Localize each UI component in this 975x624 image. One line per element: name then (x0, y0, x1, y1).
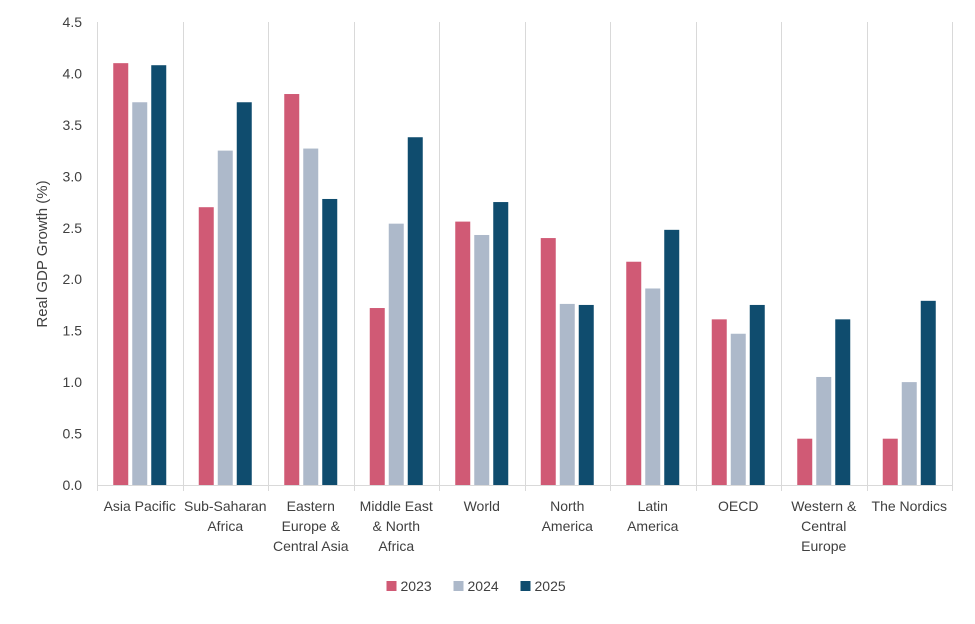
x-category-label: Middle East (360, 498, 433, 514)
bar-2023-2 (284, 94, 300, 486)
x-category-label: Central (801, 518, 846, 534)
bar-2025-9 (920, 300, 936, 485)
bar-2025-7 (749, 304, 765, 485)
y-tick-label: 3.0 (63, 168, 83, 184)
bar-2023-9 (882, 438, 898, 485)
y-tick-label: 4.0 (63, 65, 83, 81)
y-tick-label: 0.0 (63, 477, 83, 493)
bar-2025-3 (407, 137, 423, 486)
bar-2024-7 (730, 333, 746, 485)
x-axis: Asia Pacific Sub-Saharan Africa Eastern Euro… (104, 498, 947, 554)
legend-label-2025: 2025 (535, 578, 566, 594)
legend-swatch-2023 (386, 581, 397, 591)
bar-2025-4 (493, 202, 509, 486)
x-category-label: Central Asia (273, 538, 349, 554)
x-category-label: & North (373, 518, 420, 534)
y-tick-label: 4.5 (63, 14, 83, 30)
bar-2024-4 (474, 234, 490, 485)
bar-2023-1 (198, 207, 214, 485)
bar-2023-3 (369, 308, 385, 485)
y-tick-label: 3.5 (63, 117, 83, 133)
legend-label-2023: 2023 (401, 578, 432, 594)
bar-2024-0 (132, 102, 148, 486)
y-axis-title: Real GDP Growth (%) (34, 180, 51, 327)
y-tick-label: 2.5 (63, 220, 83, 236)
x-category-label: Sub-Saharan (184, 498, 267, 514)
bar-2025-6 (664, 229, 680, 485)
legend-swatch-2025 (520, 581, 531, 591)
bar-2024-6 (645, 288, 661, 485)
x-category-label: Europe & (282, 518, 341, 534)
bar-2025-8 (835, 319, 851, 485)
bar-2023-8 (797, 438, 813, 485)
bars-layer (113, 63, 936, 486)
bar-2023-6 (626, 261, 642, 485)
x-category-label: The Nordics (872, 498, 947, 514)
x-category-label: Latin (638, 498, 668, 514)
bar-2025-1 (236, 102, 252, 486)
y-tick-label: 2.0 (63, 271, 83, 287)
bar-2023-5 (540, 238, 556, 485)
x-category-label: America (627, 518, 679, 534)
bar-2023-4 (455, 221, 471, 486)
bar-2024-8 (816, 376, 832, 485)
y-axis: 0.0 0.5 1.0 1.5 2.0 2.5 3.0 3.5 4.0 4.5 (63, 14, 83, 493)
grid-layer (97, 22, 953, 491)
y-tick-label: 1.5 (63, 323, 83, 339)
bar-2024-3 (388, 223, 404, 485)
legend-label-2024: 2024 (468, 578, 499, 594)
x-category-label: America (542, 518, 594, 534)
y-tick-label: 0.5 (63, 426, 83, 442)
legend: 2023 2024 2025 (386, 578, 566, 594)
bar-2024-9 (901, 382, 917, 485)
x-category-label: Africa (207, 518, 243, 534)
bar-2024-1 (217, 150, 233, 485)
bar-2024-2 (303, 148, 319, 485)
x-category-label: Western & (791, 498, 857, 514)
x-category-label: OECD (718, 498, 758, 514)
x-category-label: North (550, 498, 584, 514)
bar-2025-2 (322, 198, 338, 486)
x-category-label: Africa (378, 538, 414, 554)
x-category-label: World (464, 498, 500, 514)
bar-2024-5 (559, 303, 575, 485)
bar-2025-0 (151, 65, 167, 486)
legend-swatch-2024 (453, 581, 464, 591)
x-category-label: Eastern (287, 498, 335, 514)
bar-2025-5 (578, 304, 594, 485)
y-tick-label: 1.0 (63, 374, 83, 390)
x-category-label: Asia Pacific (104, 498, 176, 514)
x-category-label: Europe (801, 538, 846, 554)
bar-2023-7 (711, 319, 727, 485)
bar-2023-0 (113, 63, 129, 486)
